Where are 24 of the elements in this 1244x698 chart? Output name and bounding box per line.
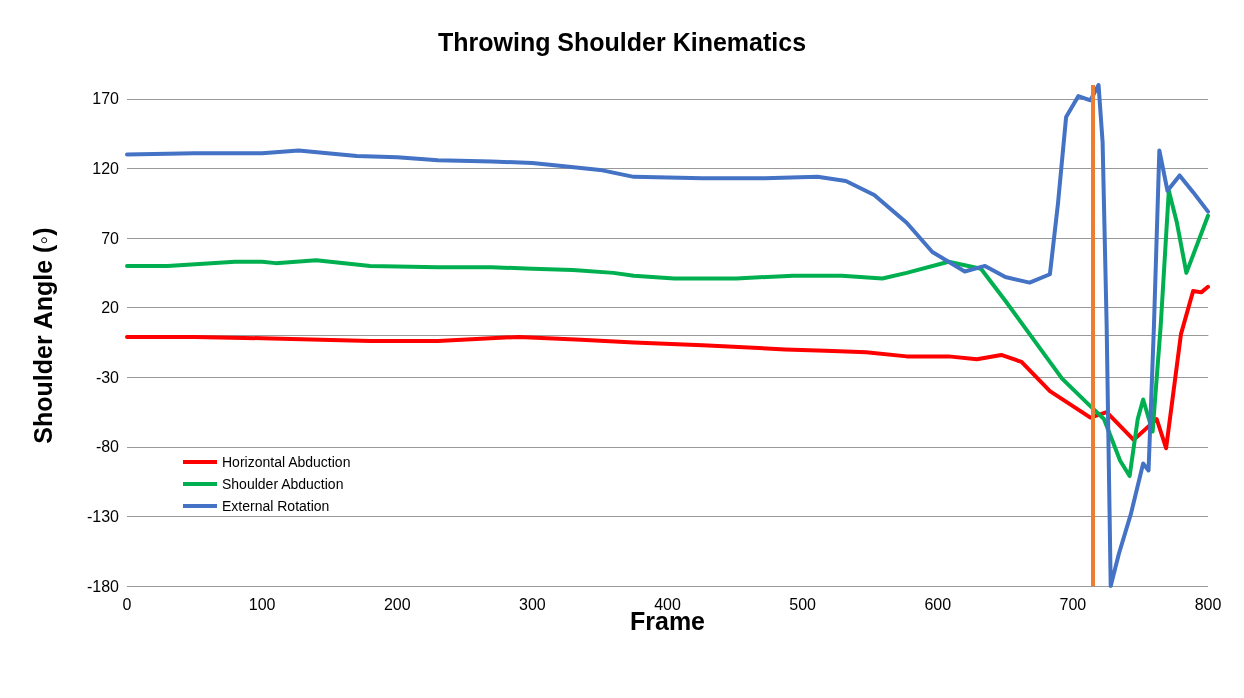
line-series [125, 83, 1210, 588]
y-tick-label: -80 [95, 438, 120, 456]
y-tick-label: 20 [101, 299, 120, 317]
line-series [125, 284, 1210, 451]
legend-label: Shoulder Abduction [222, 476, 344, 492]
y-tick-label: -130 [86, 507, 120, 525]
legend-label: Horizontal Abduction [222, 454, 351, 470]
y-tick-label: 70 [101, 229, 120, 247]
y-tick-label: 120 [92, 160, 120, 177]
x-tick-label: 800 [1194, 595, 1222, 613]
x-tick-label: 300 [519, 595, 546, 613]
x-tick-label: 700 [1059, 595, 1087, 613]
x-tick-label: 600 [924, 595, 952, 613]
chart-title: Throwing Shoulder Kinematics [437, 27, 807, 56]
x-tick-label: 200 [383, 595, 411, 613]
y-tick-label: -180 [86, 577, 120, 595]
legend-label: External Rotation [222, 498, 330, 514]
y-axis-title: Shoulder Angle (◦) [28, 227, 57, 444]
x-tick-label: 0 [122, 595, 132, 613]
y-tick-label: 170 [92, 90, 120, 108]
x-tick-label: 100 [248, 595, 276, 613]
y-tick-label: -30 [95, 368, 120, 386]
x-tick-label: 500 [789, 595, 817, 613]
line-series [125, 188, 1210, 479]
